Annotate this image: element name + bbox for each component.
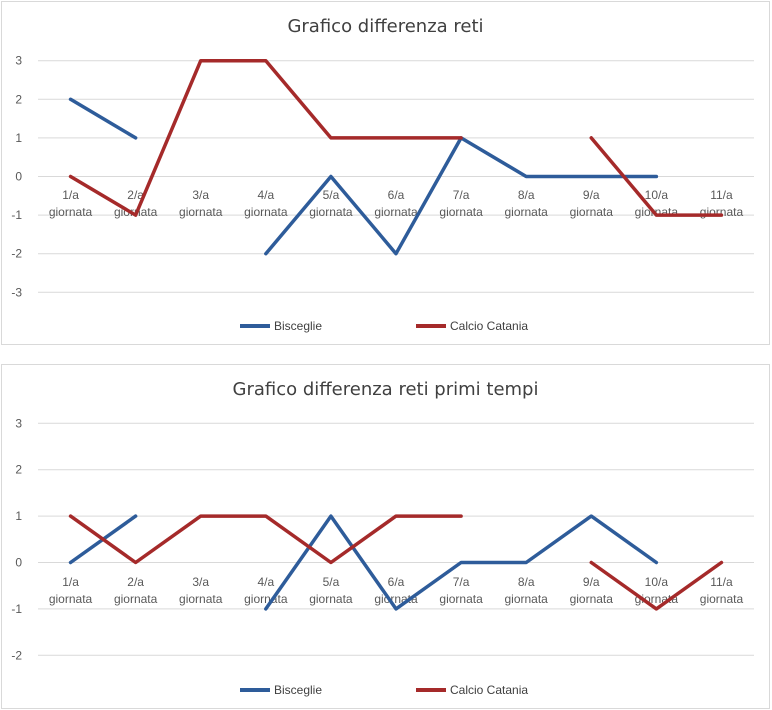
x-tick-label-line: giornata <box>439 205 483 219</box>
x-tick-label-line: 2/a <box>127 188 144 202</box>
legend-swatch-bisceglie <box>240 688 270 692</box>
x-tick-label: 5/a giornata <box>309 575 353 606</box>
x-tick-label-line: 10/a <box>645 575 669 589</box>
x-tick-label-line: giornata <box>439 592 483 606</box>
x-tick-label: 7/a giornata <box>439 575 483 606</box>
x-tick-label-line: giornata <box>570 592 614 606</box>
chart-panel-goal-difference: Grafico differenza reti 3 2 1 0 -1 -2 -3 1/a gio… <box>1 1 770 345</box>
x-tick-label-line: 9/a <box>583 575 600 589</box>
x-tick-label: 9/a giornata <box>570 575 614 606</box>
legend-item-calcio-catania: Calcio Catania <box>416 683 528 697</box>
chart-title: Grafico differenza reti primi tempi <box>232 379 539 400</box>
y-tick-label: 2 <box>15 463 22 477</box>
x-tick-label-line: giornata <box>504 592 548 606</box>
legend-item-bisceglie: Bisceglie <box>240 683 322 697</box>
x-tick-label-line: 1/a <box>62 188 79 202</box>
x-tick-label-line: giornata <box>635 205 679 219</box>
x-tick-label: 1/a giornata <box>49 188 93 219</box>
x-tick-label-line: 7/a <box>453 575 470 589</box>
x-tick-label: 1/a giornata <box>49 575 93 606</box>
x-tick-label: 4/a giornata <box>244 188 288 219</box>
series-line-calcio-catania <box>589 560 724 611</box>
x-tick-label: 8/a giornata <box>504 188 548 219</box>
x-tick-label-line: giornata <box>244 592 288 606</box>
x-tick-label-line: giornata <box>244 205 288 219</box>
x-tick-label: 5/a giornata <box>309 188 353 219</box>
y-tick-label: 3 <box>15 54 22 68</box>
y-tick-label: -2 <box>11 648 22 662</box>
series-line-bisceglie <box>68 97 138 140</box>
x-tick-label-line: 2/a <box>127 575 144 589</box>
legend-swatch-calcio-catania <box>416 324 446 328</box>
y-tick-label: 1 <box>15 131 22 145</box>
x-tick-label-line: 5/a <box>323 188 340 202</box>
x-tick-label-line: 3/a <box>192 575 209 589</box>
legend-label-bisceglie: Bisceglie <box>274 683 323 697</box>
x-tick-label-line: giornata <box>49 592 93 606</box>
x-tick-label-line: 11/a <box>710 575 733 589</box>
x-tick-label-line: giornata <box>49 205 93 219</box>
x-tick-label-line: 8/a <box>518 188 535 202</box>
x-tick-label-line: 6/a <box>388 188 405 202</box>
x-tick-label: 9/a giornata <box>570 188 614 219</box>
x-tick-label-line: 10/a <box>645 188 669 202</box>
x-tick-label: 10/a giornata <box>635 575 679 606</box>
x-tick-label: 8/a giornata <box>504 575 548 606</box>
x-tick-label-line: giornata <box>114 592 158 606</box>
x-tick-label: 4/a giornata <box>244 575 288 606</box>
legend-label-calcio-catania: Calcio Catania <box>450 319 529 333</box>
x-tick-label-line: 11/a <box>710 188 733 202</box>
legend-swatch-bisceglie <box>240 324 270 328</box>
series-line-calcio-catania <box>589 136 724 217</box>
legend-label-bisceglie: Bisceglie <box>274 319 323 333</box>
x-tick-label-line: 4/a <box>257 575 274 589</box>
y-tick-label: 0 <box>15 556 22 570</box>
x-tick-label: 3/a giornata <box>179 188 223 219</box>
x-tick-label-line: 6/a <box>388 575 405 589</box>
x-tick-label-line: giornata <box>700 205 744 219</box>
legend-swatch-calcio-catania <box>416 688 446 692</box>
x-tick-label: 3/a giornata <box>179 575 223 606</box>
x-tick-label-line: giornata <box>179 592 223 606</box>
legend-item-calcio-catania: Calcio Catania <box>416 319 528 333</box>
y-tick-label: 2 <box>15 92 22 106</box>
x-tick-label: 6/a giornata <box>374 575 418 606</box>
series-line-calcio-catania <box>68 514 463 565</box>
chart-title: Grafico differenza reti <box>287 16 484 37</box>
x-tick-label-line: 5/a <box>323 575 340 589</box>
y-tick-label: -1 <box>11 602 22 616</box>
x-tick-label-line: 9/a <box>583 188 600 202</box>
x-tick-label: 7/a giornata <box>439 188 483 219</box>
y-tick-label: -2 <box>11 247 22 261</box>
x-tick-label-line: giornata <box>309 205 353 219</box>
x-tick-label: 11/a giornata <box>700 575 744 606</box>
x-tick-label-line: 7/a <box>453 188 470 202</box>
y-tick-label: 3 <box>15 416 22 430</box>
x-tick-label: 2/a giornata <box>114 575 158 606</box>
y-tick-label: 1 <box>15 509 22 523</box>
x-tick-label-line: giornata <box>179 205 223 219</box>
y-tick-label: -3 <box>11 285 22 299</box>
legend-label-calcio-catania: Calcio Catania <box>450 683 529 697</box>
x-tick-label-line: giornata <box>309 592 353 606</box>
x-tick-label-line: giornata <box>504 205 548 219</box>
y-tick-label: -1 <box>11 208 22 222</box>
x-tick-label-line: giornata <box>570 205 614 219</box>
x-tick-label-line: giornata <box>700 592 744 606</box>
x-tick-label-line: giornata <box>374 205 418 219</box>
line-chart-plot: 3 2 1 0 -1 -2 1/a giornata 2/a giornata 3/a giornat… <box>11 416 754 662</box>
x-tick-label-line: 8/a <box>518 575 535 589</box>
x-tick-label-line: 4/a <box>257 188 274 202</box>
series-line-calcio-catania <box>68 58 463 217</box>
legend-item-bisceglie: Bisceglie <box>240 319 322 333</box>
x-tick-label: 6/a giornata <box>374 188 418 219</box>
x-tick-label-line: 3/a <box>192 188 209 202</box>
series-line-bisceglie <box>264 514 659 611</box>
line-chart-plot: 3 2 1 0 -1 -2 -3 1/a giornata 2/a giornata 3/a giorn… <box>11 54 754 299</box>
x-tick-label-line: 1/a <box>62 575 79 589</box>
y-tick-label: 0 <box>15 170 22 184</box>
